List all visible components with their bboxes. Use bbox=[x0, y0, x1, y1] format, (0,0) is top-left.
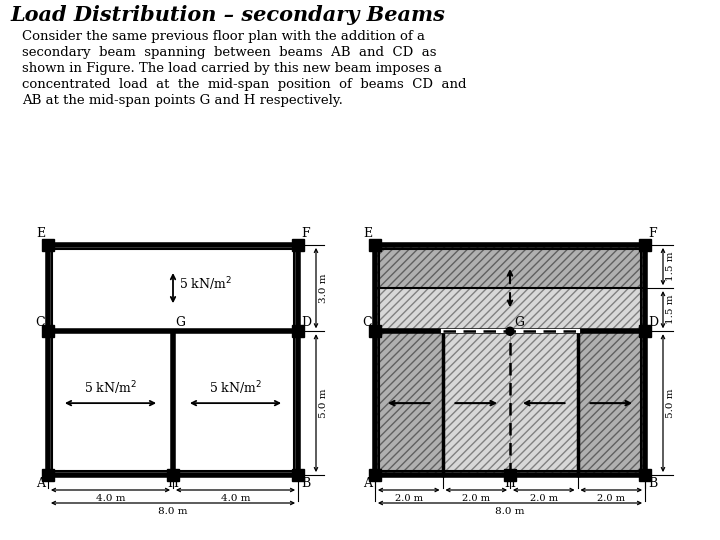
Bar bbox=[639, 469, 651, 481]
Text: G: G bbox=[514, 316, 524, 329]
Text: concentrated  load  at  the  mid-span  position  of  beams  CD  and: concentrated load at the mid-span positi… bbox=[22, 78, 467, 91]
Text: 8.0 m: 8.0 m bbox=[495, 507, 525, 516]
Bar bbox=[639, 239, 651, 251]
Circle shape bbox=[506, 327, 514, 335]
Text: B: B bbox=[648, 477, 657, 490]
Text: Consider the same previous floor plan with the addition of a: Consider the same previous floor plan wi… bbox=[22, 30, 425, 43]
Bar bbox=[369, 325, 381, 338]
Text: D: D bbox=[301, 316, 311, 329]
Text: B: B bbox=[301, 477, 310, 490]
Text: 1.5 m: 1.5 m bbox=[666, 295, 675, 325]
Bar bbox=[292, 239, 304, 251]
Text: F: F bbox=[648, 227, 657, 240]
Bar bbox=[639, 325, 651, 338]
Bar bbox=[510, 331, 577, 475]
Text: 2.0 m: 2.0 m bbox=[530, 494, 558, 503]
Text: 1.5 m: 1.5 m bbox=[666, 252, 675, 281]
Text: 5.0 m: 5.0 m bbox=[319, 388, 328, 418]
Text: secondary  beam  spanning  between  beams  AB  and  CD  as: secondary beam spanning between beams AB… bbox=[22, 46, 436, 59]
Bar bbox=[375, 245, 645, 288]
Text: C: C bbox=[362, 316, 372, 329]
Bar bbox=[375, 331, 443, 475]
Text: G: G bbox=[175, 316, 185, 329]
Text: 3.0 m: 3.0 m bbox=[319, 273, 328, 303]
Text: AB at the mid-span points G and H respectively.: AB at the mid-span points G and H respec… bbox=[22, 94, 343, 107]
Bar bbox=[292, 325, 304, 338]
Text: A: A bbox=[36, 477, 45, 490]
Bar bbox=[443, 331, 510, 475]
Text: 4.0 m: 4.0 m bbox=[221, 494, 251, 503]
Bar bbox=[369, 469, 381, 481]
Text: E: E bbox=[36, 227, 45, 240]
Text: E: E bbox=[363, 227, 372, 240]
Text: D: D bbox=[648, 316, 658, 329]
Text: H: H bbox=[168, 477, 179, 490]
Text: F: F bbox=[301, 227, 310, 240]
Text: H: H bbox=[505, 477, 516, 490]
Bar bbox=[42, 325, 54, 338]
Bar bbox=[369, 239, 381, 251]
Text: Load Distribution – secondary Beams: Load Distribution – secondary Beams bbox=[10, 5, 445, 25]
Text: C: C bbox=[35, 316, 45, 329]
Bar bbox=[292, 469, 304, 481]
Text: 8.0 m: 8.0 m bbox=[158, 507, 188, 516]
Bar bbox=[167, 469, 179, 481]
Text: 4.0 m: 4.0 m bbox=[96, 494, 125, 503]
Text: 5.0 m: 5.0 m bbox=[666, 388, 675, 418]
Circle shape bbox=[506, 471, 514, 479]
Text: 5 kN/m$^2$: 5 kN/m$^2$ bbox=[209, 379, 262, 397]
Bar bbox=[42, 469, 54, 481]
Bar bbox=[577, 331, 645, 475]
Text: A: A bbox=[363, 477, 372, 490]
Bar bbox=[375, 288, 645, 331]
Text: 2.0 m: 2.0 m bbox=[598, 494, 625, 503]
Text: 2.0 m: 2.0 m bbox=[395, 494, 423, 503]
Text: 2.0 m: 2.0 m bbox=[462, 494, 490, 503]
Text: 5 kN/m$^2$: 5 kN/m$^2$ bbox=[84, 379, 137, 397]
Text: 5 kN/m$^2$: 5 kN/m$^2$ bbox=[179, 275, 233, 293]
Bar bbox=[42, 239, 54, 251]
Text: shown in Figure. The load carried by this new beam imposes a: shown in Figure. The load carried by thi… bbox=[22, 62, 442, 75]
Bar bbox=[504, 469, 516, 481]
